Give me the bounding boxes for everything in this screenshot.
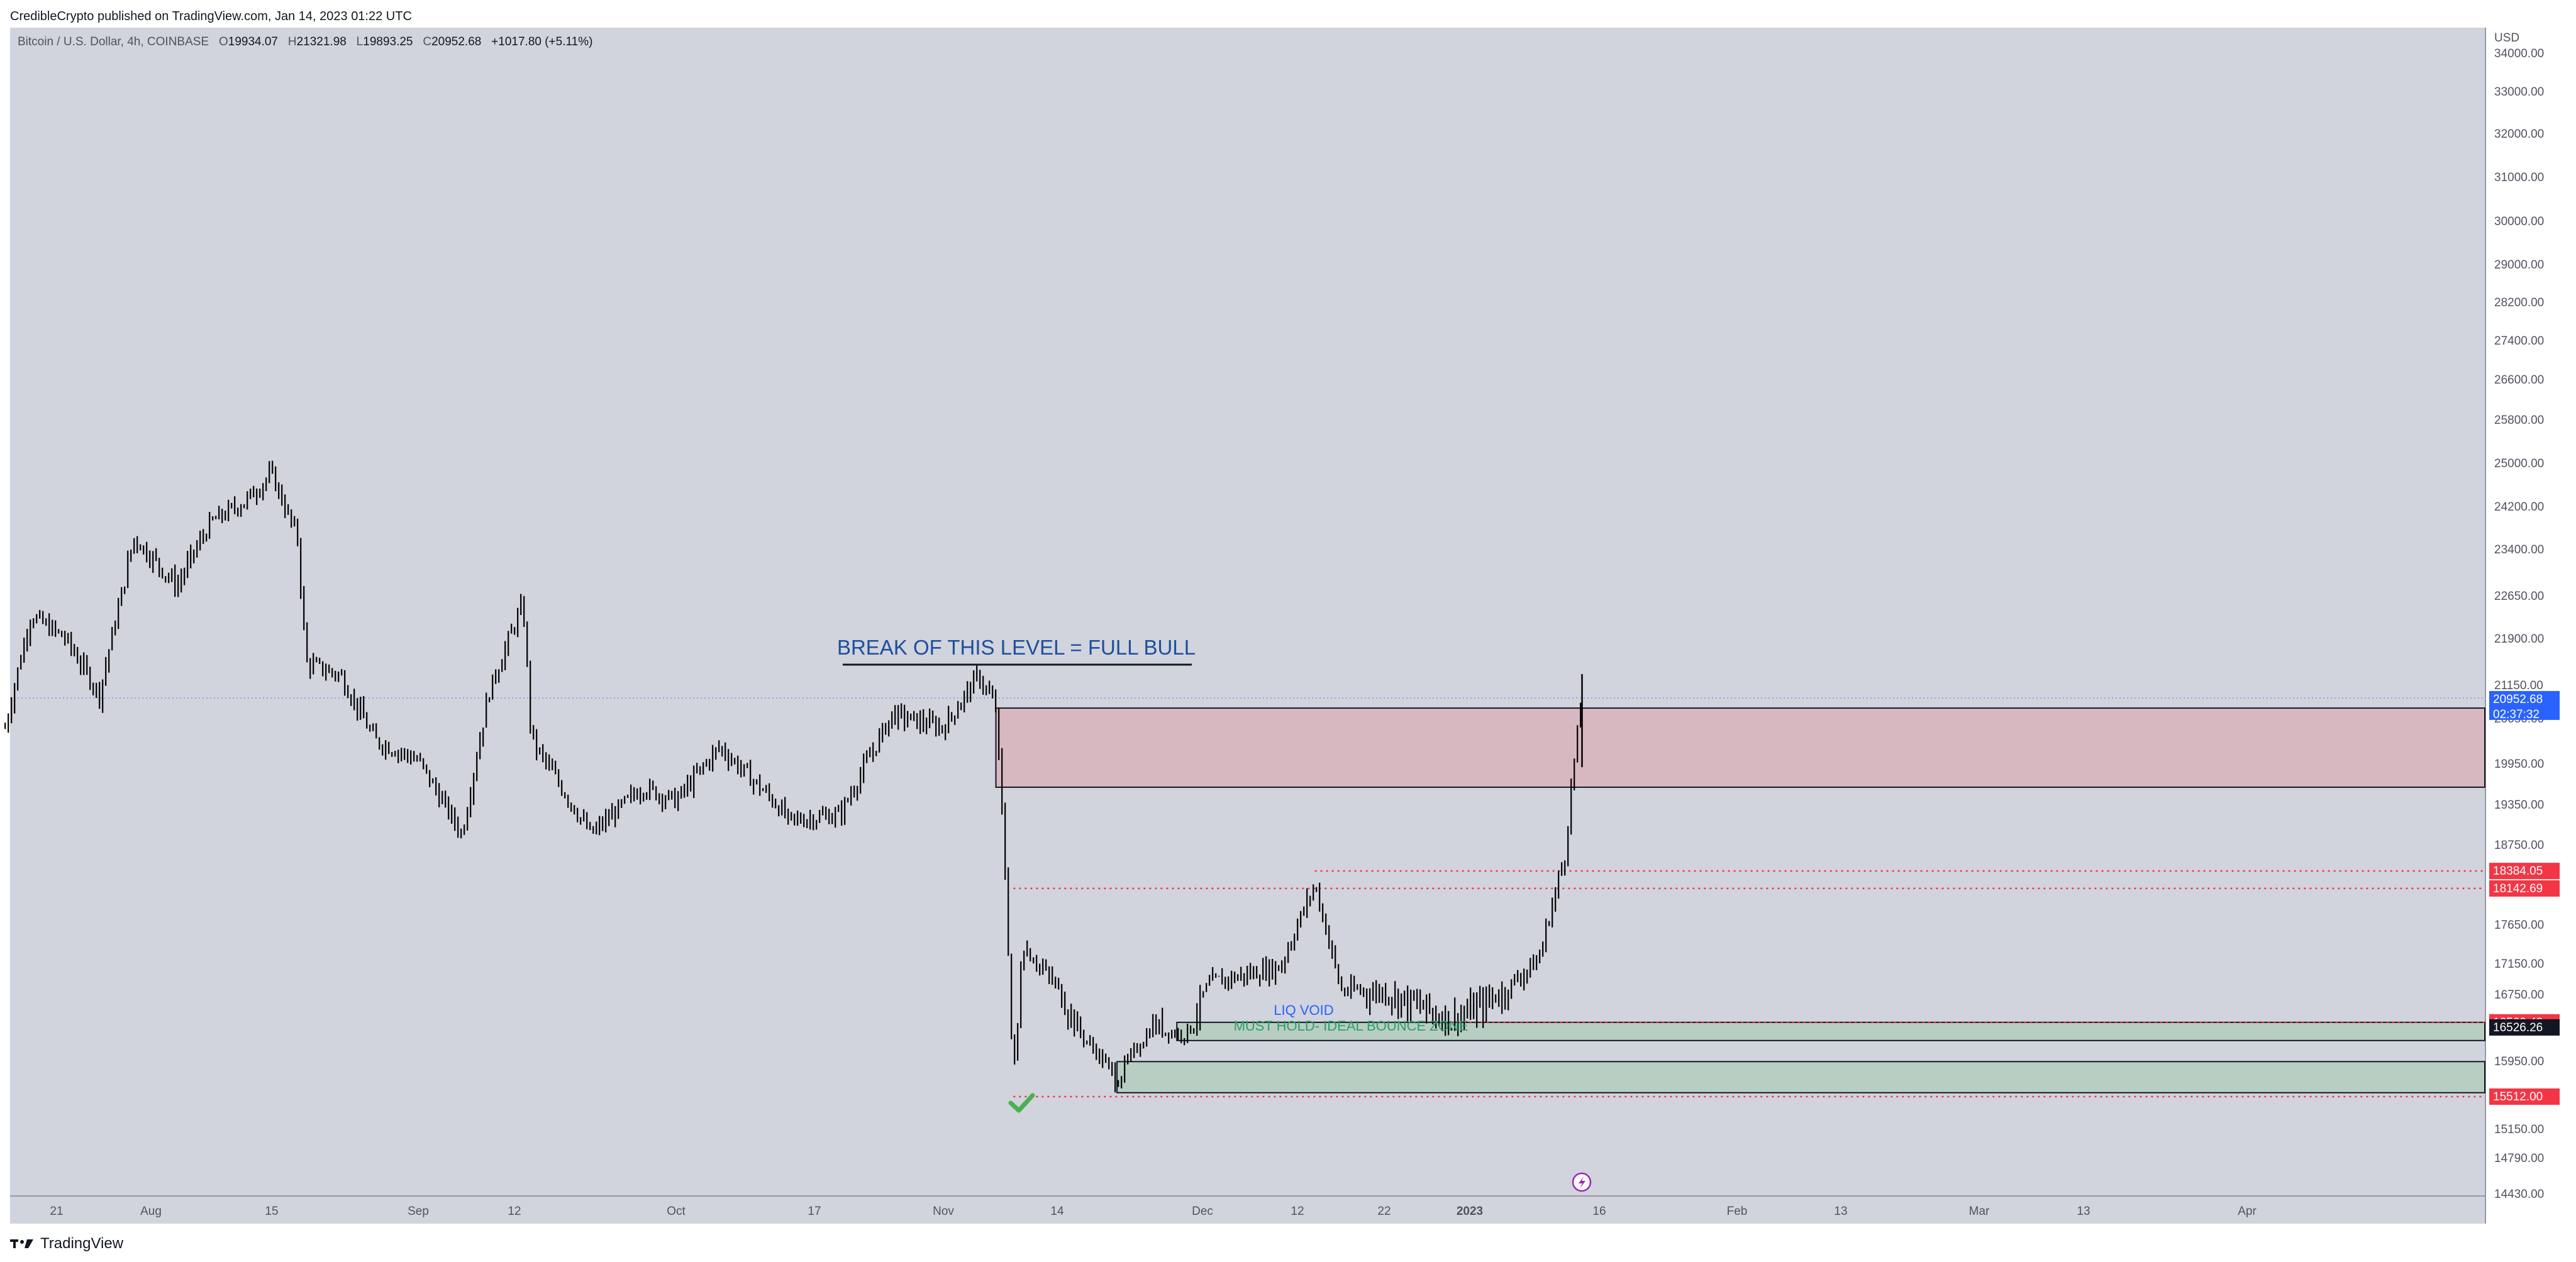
time-axis[interactable]: 21 Aug 15 Sep 12 Oct 17 Nov 14 Dec 12 22 2023 16 Feb 13… — [50, 1205, 2257, 1218]
zones-layer — [995, 707, 2485, 1093]
level-tag-18384.05-text: 18384.05 — [2493, 865, 2543, 878]
y-tick-label: 22650.00 — [2494, 590, 2544, 603]
y-tick-label: 31000.00 — [2494, 171, 2544, 184]
zone-liq-void-must-hold — [1176, 1021, 2485, 1041]
y-tick-label: 24200.00 — [2494, 501, 2544, 514]
x-tick-label: 16 — [1592, 1205, 1606, 1218]
ohlc-legend[interactable]: Bitcoin / U.S. Dollar, 4h, COINBASE O199… — [18, 35, 592, 49]
currency-label[interactable]: USD — [2494, 31, 2520, 45]
candles-layer — [4, 460, 1583, 1093]
level-tag-16526.26: 16526.26 — [2489, 1019, 2560, 1036]
level-tag-18142.69-text: 18142.69 — [2493, 882, 2543, 895]
x-tick-label: Aug — [140, 1205, 162, 1218]
last-price-tag-text: 20952.68 — [2493, 693, 2543, 706]
liq-void-label[interactable]: LIQ VOID — [1274, 1002, 1333, 1018]
x-tick-label: 13 — [1834, 1205, 1847, 1218]
check-icon — [1008, 1093, 1035, 1113]
y-tick-label: 15150.00 — [2494, 1123, 2544, 1136]
y-tick-label: 17150.00 — [2494, 958, 2544, 971]
level-tag-18142.69-bg — [2489, 880, 2560, 897]
lightning-icon[interactable] — [1572, 1172, 1592, 1192]
high-value: 21321.98 — [296, 35, 347, 48]
zone-resistance — [995, 707, 2485, 788]
symbol-label[interactable]: Bitcoin / U.S. Dollar, 4h, COINBASE — [18, 35, 209, 48]
level-tag-15512.00: 15512.00 — [2489, 1088, 2560, 1105]
last-price-tag-bg — [2489, 690, 2560, 720]
tradingview-logo-icon — [10, 1239, 33, 1248]
close-value: 20952.68 — [431, 35, 482, 48]
x-tick-label: Apr — [2238, 1205, 2257, 1218]
x-tick-label: 12 — [1291, 1205, 1304, 1218]
zone-lower-support — [1116, 1061, 2485, 1093]
low-key: L — [356, 35, 364, 48]
must-hold-label[interactable]: MUST HOLD- IDEAL BOUNCE ZONE — [1234, 1018, 1468, 1034]
y-tick-label: 27400.00 — [2494, 335, 2544, 348]
price-axis[interactable]: 34000.00 33000.00 32000.00 31000.00 30000.00… — [2494, 47, 2544, 1201]
y-tick-label: 32000.00 — [2494, 128, 2544, 141]
y-tick-label: 17650.00 — [2494, 919, 2544, 932]
break-level-annotation[interactable]: BREAK OF THIS LEVEL = FULL BULL — [837, 636, 1196, 659]
y-tick-label: 16750.00 — [2494, 988, 2544, 1002]
x-tick-label: 14 — [1050, 1205, 1064, 1218]
low-value: 19893.25 — [363, 35, 413, 48]
y-tick-label: 21150.00 — [2494, 679, 2543, 692]
y-tick-label: 18750.00 — [2494, 839, 2544, 852]
level-tag-18384.05: 18384.05 — [2489, 863, 2560, 880]
y-tick-label: 19350.00 — [2494, 799, 2544, 812]
footer-brand: TradingView — [40, 1235, 124, 1252]
x-tick-label: Oct — [667, 1205, 686, 1218]
x-tick-label: 13 — [2077, 1205, 2090, 1218]
y-tick-label: 29000.00 — [2494, 258, 2544, 272]
x-tick-label: Dec — [1192, 1205, 1213, 1218]
x-tick-label: Mar — [1969, 1205, 1990, 1218]
y-tick-label: 25800.00 — [2494, 414, 2544, 427]
x-tick-label: Feb — [1727, 1205, 1748, 1218]
footer: TradingView — [10, 1231, 123, 1256]
last-price-tag-text: 02:37:32 — [2493, 708, 2540, 721]
level-tag-15512.00-bg — [2489, 1088, 2560, 1105]
y-tick-label: 14430.00 — [2494, 1188, 2544, 1201]
x-tick-label: Nov — [933, 1205, 954, 1218]
change-value: +1017.80 (+5.11%) — [491, 35, 593, 48]
x-tick-label: 15 — [265, 1205, 278, 1218]
y-tick-label: 15950.00 — [2494, 1055, 2544, 1068]
x-tick-label: 2023 — [1457, 1205, 1483, 1218]
x-tick-label: 17 — [808, 1205, 821, 1218]
y-tick-label: 28200.00 — [2494, 296, 2544, 309]
level-tag-18384.05-bg — [2489, 863, 2560, 880]
open-key: O — [218, 35, 228, 48]
levels-layer — [10, 697, 2485, 1098]
x-tick-label: 12 — [508, 1205, 521, 1218]
price-tags: 20952.6802:37:3218384.0518142.6916560.48… — [2489, 690, 2560, 1105]
y-tick-label: 25000.00 — [2494, 457, 2544, 470]
y-tick-label: 30000.00 — [2494, 215, 2544, 228]
y-tick-label: 23400.00 — [2494, 543, 2544, 556]
y-tick-label: 33000.00 — [2494, 86, 2544, 99]
level-tag-18142.69: 18142.69 — [2489, 880, 2560, 897]
level-tag-16526.26-text: 16526.26 — [2493, 1021, 2543, 1034]
y-tick-label: 34000.00 — [2494, 47, 2544, 60]
high-key: H — [287, 35, 297, 48]
y-tick-label: 14790.00 — [2494, 1152, 2544, 1165]
publish-header: CredibleCrypto published on TradingView.… — [10, 9, 412, 23]
last-price-tag: 20952.68 02:37:32 — [2489, 690, 2560, 721]
y-tick-label: 26600.00 — [2494, 374, 2544, 387]
x-tick-label: 22 — [1377, 1205, 1391, 1218]
y-tick-label: 21900.00 — [2494, 633, 2544, 646]
price-candles — [4, 460, 1582, 1093]
x-tick-label: 21 — [50, 1205, 63, 1218]
level-tag-16526.26-bg — [2489, 1019, 2560, 1036]
level-tag-15512.00-text: 15512.00 — [2493, 1090, 2543, 1104]
close-key: C — [423, 35, 432, 48]
open-value: 19934.07 — [228, 35, 278, 48]
y-tick-label: 19950.00 — [2494, 758, 2544, 771]
annotations-layer: BREAK OF THIS LEVEL = FULL BULL LIQ VOID… — [837, 636, 1592, 1192]
x-tick-label: Sep — [408, 1205, 429, 1218]
